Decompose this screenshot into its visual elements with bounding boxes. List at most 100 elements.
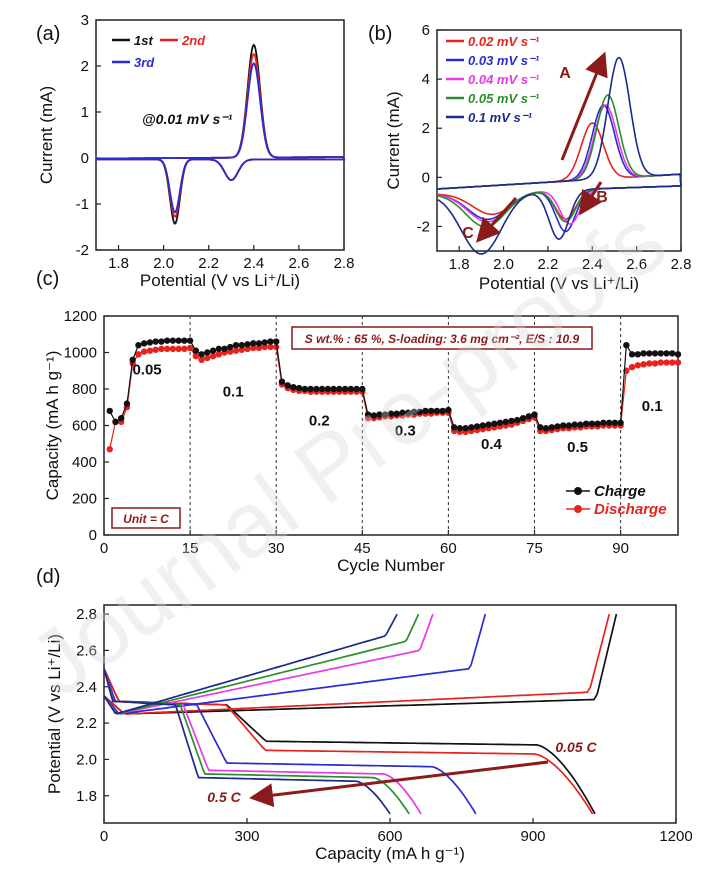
panel-c-charge-point: [582, 420, 590, 427]
panel-c-charge-point: [112, 418, 119, 426]
panel-c-legend-marker: [574, 487, 582, 495]
panel-c-charge-point: [405, 409, 412, 416]
panel-label-c: (c): [36, 268, 59, 290]
panel-d-arrow-label-high: 0.05 C: [555, 739, 597, 755]
panel-c-charge-point: [634, 351, 642, 358]
panel-d-xtick-label: 600: [377, 828, 402, 845]
panel-d-charge-curve-4: [103, 613, 434, 715]
panel-a-ytick-label: 3: [81, 12, 89, 29]
panel-b-arrow-a: [560, 51, 608, 161]
panel-c-xtick-label: 75: [526, 540, 543, 557]
panel-d-charge-curve-1: [103, 613, 618, 715]
panel-c-discharge-point: [198, 356, 205, 363]
panel-d-ylabel: Potential (V vs Li⁺/Li): [45, 634, 64, 794]
panel-c-charge-point: [514, 416, 521, 424]
panel-c-info-text: S wt.% : 65 %, S-loading: 3.6 mg cm⁻², E…: [305, 332, 580, 346]
panel-c-charge-point: [261, 339, 268, 346]
panel-a-ytick-label: -2: [76, 242, 89, 259]
panel-a-legend-label: 2nd: [181, 33, 206, 48]
panel-a-ytick-label: 0: [81, 150, 89, 167]
panel-c-legend-marker: [574, 505, 582, 513]
panel-c-charge-point: [175, 337, 182, 344]
panel-c-charge-point: [204, 349, 211, 356]
panel-c-charge-point: [468, 424, 475, 431]
panel-c-discharge-point: [651, 360, 659, 367]
panel-b-xtick-label: 1.8: [449, 256, 470, 273]
panel-c-charge-point: [669, 350, 676, 357]
panel-c-rate-label: 0.05: [132, 361, 161, 378]
panel-b-ytick-label: 4: [422, 71, 430, 88]
panel-c-discharge-point: [140, 348, 148, 355]
panel-a-ytick-label: -1: [76, 196, 89, 213]
panel-d-xtick-label: 1200: [659, 828, 692, 845]
panel-c-discharge-point: [106, 446, 113, 453]
panel-c-charge-point: [399, 409, 406, 416]
panel-c-xtick-label: 0: [100, 540, 108, 557]
panel-c-ytick-label: 1000: [64, 345, 97, 362]
panel-c-ytick-label: 200: [72, 491, 97, 508]
panel-a-xtick-label: 2.8: [334, 255, 355, 272]
panel-d-ytick-label: 2.4: [76, 679, 97, 696]
panel-c-charge-point: [640, 350, 647, 357]
panel-a-xtick-label: 2.4: [243, 255, 264, 272]
panel-c-rate-label: 0.1: [223, 383, 244, 400]
panel-c-charge-point: [387, 410, 395, 417]
panel-b-legend-label: 0.05 mV s⁻¹: [468, 91, 540, 106]
panel-d-charge-curve-3: [103, 613, 487, 715]
panel-c-charge-point: [364, 411, 372, 418]
panel-c-charge-point: [227, 343, 234, 351]
panel-a-xtick-label: 1.8: [108, 255, 129, 272]
panel-label-b: (b): [368, 23, 392, 45]
panel-c-discharge-point: [238, 346, 245, 353]
panel-c-discharge-point: [261, 343, 268, 351]
panel-c-discharge-point: [135, 351, 142, 358]
panel-c-charge-point: [646, 350, 653, 357]
panel-c-charge-point: [324, 385, 332, 393]
panel-c-charge-point: [502, 418, 509, 426]
panel-c-info-box: [291, 326, 593, 350]
panel-c-charge-point: [617, 419, 624, 426]
panel-b-label-c: C: [462, 225, 474, 242]
panel-b-ylabel: Current (mA): [384, 91, 403, 189]
panel-c-charge-point: [491, 420, 498, 427]
panel-d-ytick-label: 2.2: [76, 715, 97, 732]
panel-c-xtick-label: 90: [612, 540, 629, 557]
panel-c-charge-point: [301, 385, 309, 393]
panel-b-legend-label: 0.02 mV s⁻¹: [468, 34, 540, 49]
panel-c-charge-point: [571, 421, 578, 428]
panel-c-charge-point: [163, 337, 171, 344]
panel-c-charge-point: [531, 411, 538, 418]
panel-c-charge-point: [525, 413, 532, 420]
panel-c-charge-point: [370, 412, 377, 419]
panel-c-charge-point: [674, 351, 682, 358]
panel-b-legend-label: 0.03 mV s⁻¹: [468, 53, 540, 68]
panel-c-discharge-point: [204, 354, 211, 362]
panel-b-ytick-label: 2: [422, 120, 430, 137]
panel-d-frame: [103, 604, 677, 824]
panel-b-xtick-label: 2.2: [537, 256, 558, 273]
panel-c-charge-point: [215, 345, 222, 353]
panel-c-discharge-point: [244, 345, 251, 353]
panel-c-discharge-point: [669, 359, 676, 366]
panel-c-charge-point: [537, 424, 544, 431]
panel-c-charge-point: [410, 408, 418, 416]
panel-c-xlabel: Cycle Number: [337, 556, 445, 575]
panel-c-discharge-point: [158, 345, 165, 353]
panel-c-charge-point: [140, 340, 148, 347]
panel-c-discharge-point: [663, 359, 670, 366]
panel-b-arrow-b: [579, 181, 603, 216]
panel-c-charge-point: [146, 339, 154, 346]
panel-c-charge-point: [238, 342, 245, 349]
panel-c-charge-point: [135, 342, 142, 349]
panel-c-charge-point: [198, 351, 205, 358]
panel-c-rate-label: 0.1: [642, 398, 663, 415]
panel-c-discharge-point: [146, 347, 154, 354]
panel-c-charge-point: [623, 342, 630, 349]
panel-c-legend-label: Charge: [594, 483, 646, 500]
panel-c-discharge-point: [646, 360, 653, 367]
panel-b-series-5: [436, 56, 682, 255]
panel-d-arrow-label-low: 0.5 C: [207, 789, 241, 805]
panel-c-charge-point: [376, 411, 383, 418]
panel-c-xtick-label: 60: [440, 540, 457, 557]
